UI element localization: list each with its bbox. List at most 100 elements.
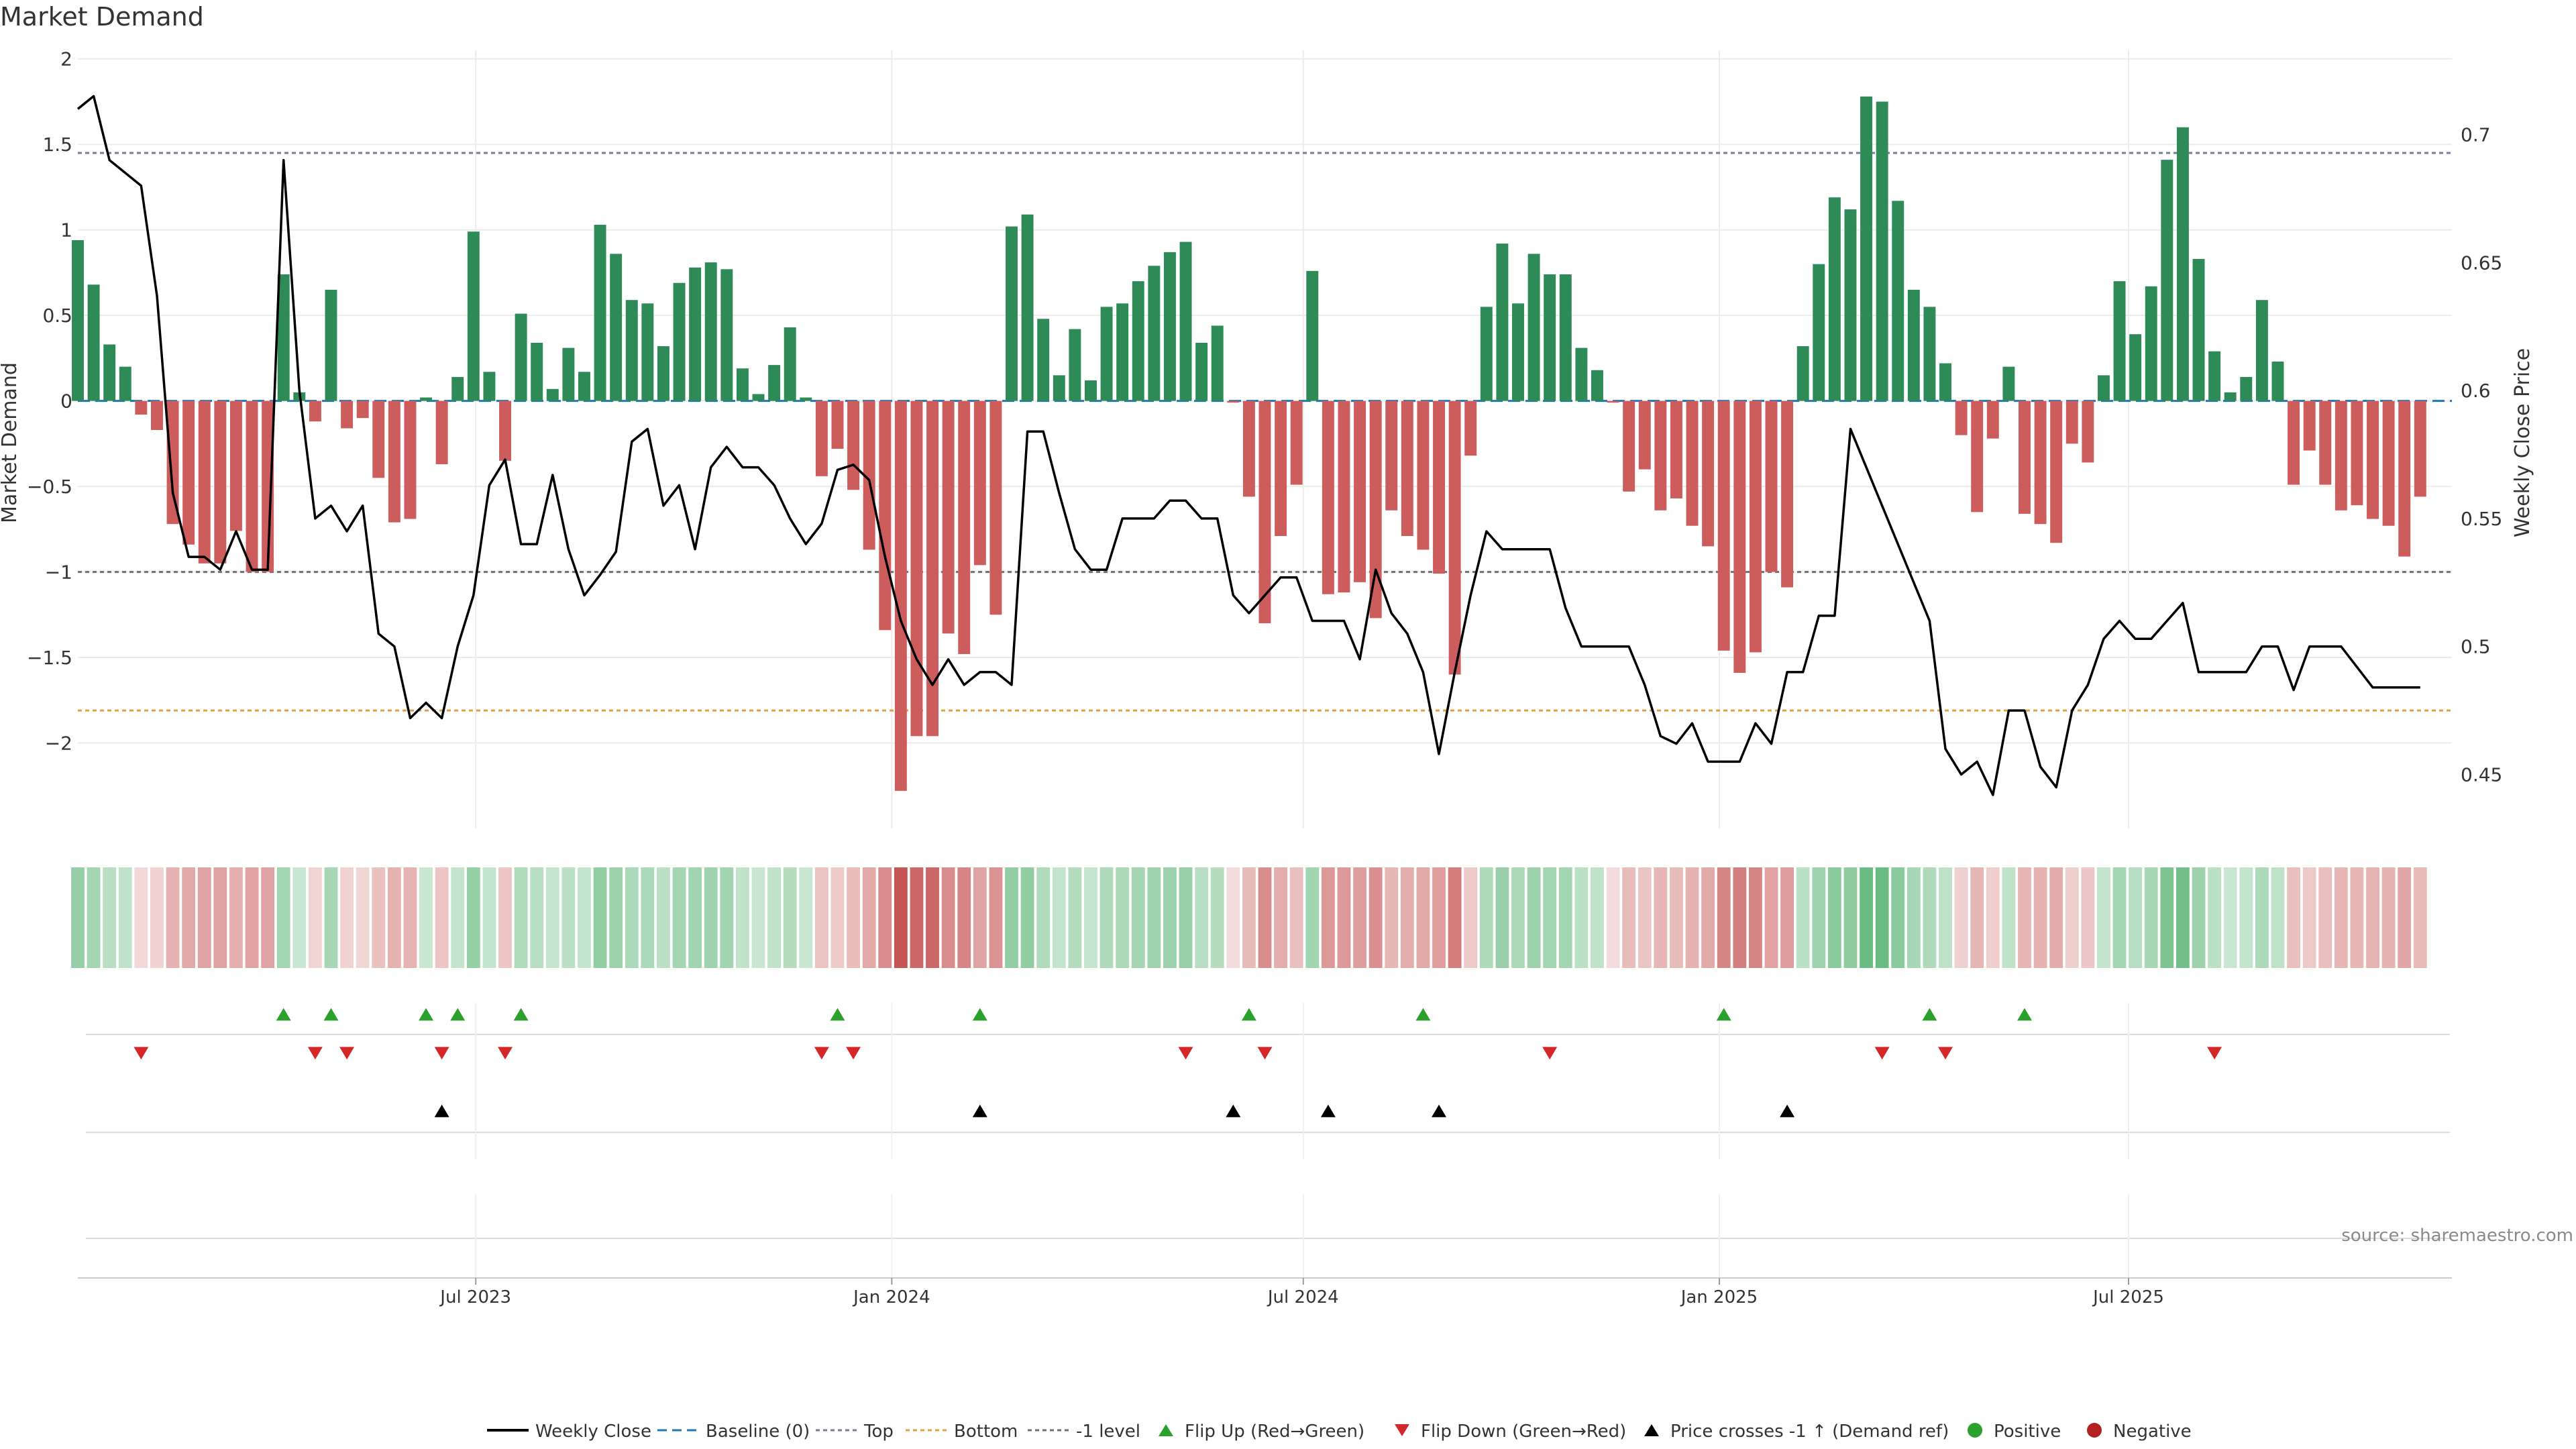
heat-cell [1923, 867, 1937, 968]
demand-bar [1670, 400, 1682, 498]
legend-item: Flip Down (Green→Red) [1395, 1421, 1626, 1442]
legend-swatch [1159, 1424, 1173, 1436]
heat-cell [1368, 867, 1383, 968]
heat-cell [340, 867, 354, 968]
demand-bar [1749, 400, 1762, 653]
demand-bar [1955, 400, 1968, 435]
heat-cell [2065, 867, 2079, 968]
heat-cell [1986, 867, 2000, 968]
demand-bar [1876, 101, 1888, 401]
heat-cell [1701, 867, 1715, 968]
demand-bar [989, 400, 1002, 615]
demand-bar [1575, 347, 1588, 401]
heat-cell [229, 867, 243, 968]
heat-cell [2160, 867, 2174, 968]
demand-bar [214, 400, 227, 564]
heat-cell [103, 867, 117, 968]
demand-bar [2382, 400, 2395, 526]
heat-cell [578, 867, 591, 968]
heat-cell [1654, 867, 1668, 968]
heat-cell [1321, 867, 1335, 968]
legend-item: Weekly Close [487, 1421, 651, 1442]
heat-cell [688, 867, 702, 968]
flip-down-marker [846, 1046, 861, 1060]
demand-bar [1085, 380, 1097, 401]
heat-cell [799, 867, 813, 968]
heat-cell [545, 867, 559, 968]
heat-cell [1353, 867, 1366, 968]
demand-bar [1148, 266, 1161, 401]
legend-item: Baseline (0) [657, 1421, 810, 1442]
flip-up-marker [323, 1008, 339, 1021]
demand-bar [2240, 376, 2253, 401]
heat-cell [182, 867, 196, 968]
y-tick-label: 1 [60, 219, 72, 241]
flip-down-marker [307, 1046, 323, 1060]
heat-cell [166, 867, 180, 968]
heat-cell [1748, 867, 1762, 968]
heat-cell [276, 867, 290, 968]
y-tick-label: −0.5 [27, 476, 72, 498]
heat-cell [720, 867, 734, 968]
demand-bar [467, 231, 480, 401]
heat-cell [2381, 867, 2396, 968]
demand-bar [1860, 96, 1873, 401]
heat-cell [1305, 867, 1320, 968]
heat-cell [910, 867, 924, 968]
demand-bar [2367, 400, 2379, 519]
demand-bar [2288, 400, 2300, 485]
demand-bar [1939, 363, 1951, 401]
price-cross-marker [1432, 1104, 1447, 1118]
flip-up-marker [2017, 1008, 2032, 1021]
heat-cell [1385, 867, 1399, 968]
heat-cell [2239, 867, 2253, 968]
price-line [76, 95, 2420, 796]
legend-label: -1 level [1076, 1421, 1140, 1442]
heat-cell [609, 867, 623, 968]
heat-cell [1638, 867, 1652, 968]
demand-bar [103, 344, 116, 401]
heat-cell [451, 867, 465, 968]
heat-cell [2112, 867, 2127, 968]
heat-cell [1226, 867, 1240, 968]
heat-cell [134, 867, 148, 968]
legend-label: Negative [2113, 1421, 2192, 1442]
demand-bar [1702, 400, 1715, 547]
price-cross-marker [1320, 1104, 1336, 1118]
demand-bar [768, 365, 781, 401]
heat-cell [2176, 867, 2190, 968]
y2-tick-label: 0.45 [2461, 763, 2502, 786]
flip-down-marker [434, 1046, 449, 1060]
demand-bar [704, 262, 717, 401]
price-cross-marker [434, 1104, 449, 1118]
heat-cell [1812, 867, 1826, 968]
demand-bar [689, 267, 702, 401]
demand-bar [1544, 274, 1556, 401]
demand-bar [1195, 342, 1208, 401]
demand-bar [1892, 201, 1904, 401]
demand-bar [863, 400, 875, 550]
heat-cell [2081, 867, 2095, 968]
demand-bar [1401, 400, 1413, 537]
legend-swatch [1968, 1423, 1982, 1438]
heat-cell [1954, 867, 1968, 968]
legend-label: Baseline (0) [706, 1421, 810, 1442]
heat-cell [387, 867, 401, 968]
demand-bar [1227, 400, 1240, 403]
heat-cell [2192, 867, 2206, 968]
heat-cell [150, 867, 164, 968]
demand-bar [2019, 400, 2031, 514]
heat-cell [1685, 867, 1699, 968]
y2-axis-label: Weekly Close Price [2511, 348, 2534, 537]
demand-bar [1717, 400, 1730, 651]
heat-cell [1147, 867, 1161, 968]
heat-cell [1606, 867, 1620, 968]
heat-cell [941, 867, 955, 968]
demand-bar [894, 400, 907, 791]
demand-bar [1464, 400, 1477, 456]
heat-cell [926, 867, 939, 968]
heat-cell [2334, 867, 2348, 968]
demand-bar [1733, 400, 1746, 673]
demand-bar [404, 400, 417, 519]
demand-bar [2334, 400, 2347, 511]
